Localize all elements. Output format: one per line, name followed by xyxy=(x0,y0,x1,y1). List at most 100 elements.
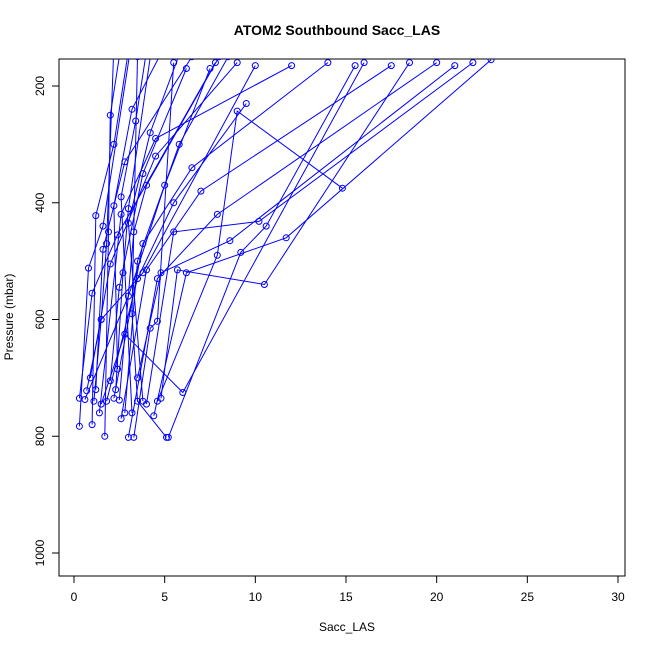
data-point xyxy=(216,59,222,61)
data-point xyxy=(95,409,103,417)
data-point xyxy=(226,237,234,245)
data-point xyxy=(146,324,154,332)
data-point xyxy=(237,248,245,256)
data-point xyxy=(163,433,170,441)
data-point xyxy=(387,62,395,70)
data-point xyxy=(103,397,111,405)
data-point xyxy=(173,266,181,274)
profile-line xyxy=(124,59,228,413)
data-point xyxy=(128,409,136,417)
profile-line xyxy=(146,62,474,405)
data-point xyxy=(117,210,125,218)
data-point xyxy=(213,210,221,218)
profile-line xyxy=(167,65,356,438)
profile-line xyxy=(98,65,292,413)
chart-title: ATOM2 Southbound Sacc_LAS xyxy=(234,22,440,38)
y-tick-label: 1000 xyxy=(33,539,47,566)
data-point xyxy=(103,240,111,248)
data-point xyxy=(146,129,154,137)
data-point xyxy=(124,205,132,213)
profile-line xyxy=(118,59,219,401)
data-point xyxy=(262,222,270,230)
x-tick-label: 0 xyxy=(71,590,78,604)
data-point xyxy=(233,59,241,67)
x-tick-label: 30 xyxy=(611,590,625,604)
data-point xyxy=(360,59,368,67)
data-point xyxy=(288,62,296,70)
data-point xyxy=(233,107,241,115)
profile-line xyxy=(113,59,159,370)
data-point xyxy=(112,386,120,394)
profile-line xyxy=(93,59,114,402)
data-point xyxy=(134,397,141,405)
data-point xyxy=(161,181,169,189)
data-point xyxy=(150,412,158,420)
x-tick-label: 15 xyxy=(339,590,353,604)
x-tick-label: 25 xyxy=(521,590,535,604)
data-point xyxy=(75,394,83,402)
data-point xyxy=(117,415,125,423)
data-point xyxy=(197,187,205,195)
data-point xyxy=(188,164,196,172)
data-point xyxy=(152,152,160,160)
data-point xyxy=(117,193,125,201)
data-point xyxy=(97,316,105,323)
data-point xyxy=(121,409,129,417)
profile-line xyxy=(120,59,146,413)
data-point xyxy=(255,217,263,225)
data-point xyxy=(469,59,477,67)
profile-line xyxy=(86,65,256,391)
data-point xyxy=(99,222,107,230)
data-point xyxy=(110,140,118,148)
data-point xyxy=(134,59,141,61)
data-point xyxy=(406,59,413,67)
data-point xyxy=(118,42,124,48)
data-point xyxy=(260,281,268,288)
data-point xyxy=(111,42,117,48)
profile-line xyxy=(89,62,238,378)
y-tick-label: 600 xyxy=(33,309,47,329)
data-point xyxy=(153,397,161,405)
data-point xyxy=(128,105,136,113)
data-point xyxy=(114,231,121,239)
data-point xyxy=(211,59,219,67)
data-point xyxy=(324,59,332,67)
data-point xyxy=(130,433,138,441)
data-point xyxy=(433,59,441,67)
profile-line xyxy=(127,59,179,402)
data-point xyxy=(351,62,359,70)
data-point xyxy=(110,202,118,210)
data-point xyxy=(182,269,190,277)
data-point xyxy=(129,36,135,42)
data-point xyxy=(180,42,186,48)
data-point xyxy=(83,387,91,395)
data-point xyxy=(242,100,250,107)
data-point xyxy=(175,140,183,148)
data-point xyxy=(143,400,150,408)
data-point xyxy=(92,386,100,394)
data-point xyxy=(213,251,221,259)
profile-line xyxy=(131,59,167,438)
profile-line xyxy=(160,62,410,399)
data-point xyxy=(75,422,83,430)
data-point xyxy=(165,36,171,42)
data-point xyxy=(139,269,147,277)
data-point xyxy=(170,199,178,207)
data-point xyxy=(88,289,96,297)
data-point xyxy=(101,432,109,440)
profile-line xyxy=(91,59,128,425)
data-point xyxy=(170,59,178,67)
data-point xyxy=(182,65,190,72)
profile-line xyxy=(100,62,365,405)
y-axis-label: Pressure (mbar) xyxy=(2,274,16,361)
x-axis: 0 5 10 15 20 25 30 xyxy=(71,575,625,604)
data-point xyxy=(179,389,187,396)
data-point xyxy=(144,48,150,54)
profile-line xyxy=(115,59,151,390)
data-point xyxy=(134,374,141,382)
data-point xyxy=(170,228,178,236)
data-point xyxy=(282,234,290,242)
y-tick-label: 200 xyxy=(33,76,47,96)
profile-line xyxy=(133,62,175,438)
